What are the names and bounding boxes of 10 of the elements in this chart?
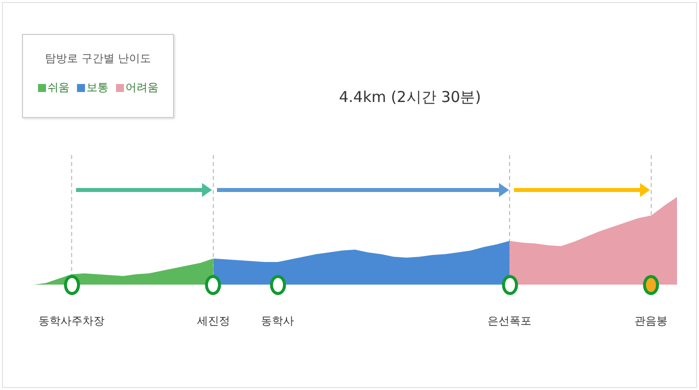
x-tick-label: 은선폭포 bbox=[488, 314, 532, 328]
legend-label: 쉬움 bbox=[46, 80, 70, 95]
legend-label: 보통 bbox=[86, 80, 108, 95]
x-tick-label: 동학사 bbox=[261, 314, 294, 328]
x-tick-label: 관음봉 bbox=[634, 314, 668, 328]
x-tick-label: 동학사주차장 bbox=[38, 314, 105, 328]
x-tick-label: 세진정 bbox=[196, 314, 230, 328]
legend-label: 어려움 bbox=[124, 80, 158, 95]
chart-title: 4.4km (2시간 30분) bbox=[338, 88, 482, 107]
legend-title: 탐방로 구간별 난이도 bbox=[44, 51, 152, 66]
